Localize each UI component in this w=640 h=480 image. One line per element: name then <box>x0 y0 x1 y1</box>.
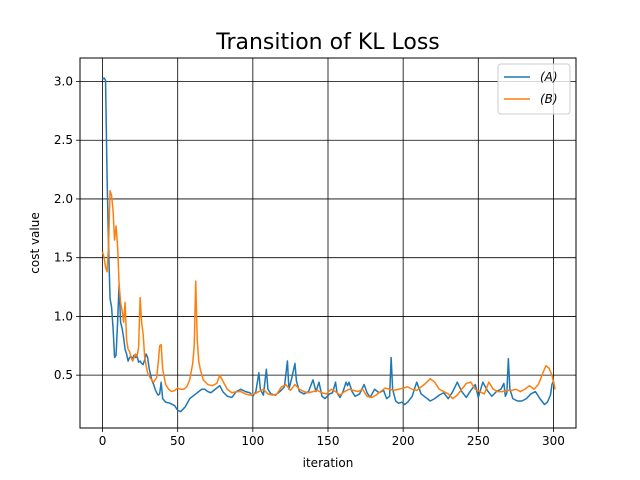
x-tick-label: 0 <box>99 434 107 448</box>
x-tick-label: 50 <box>170 434 185 448</box>
grid <box>80 58 576 428</box>
x-axis-label: iteration <box>303 456 354 470</box>
x-tick-label: 150 <box>317 434 340 448</box>
x-tick-label: 300 <box>542 434 565 448</box>
x-tick-label: 100 <box>241 434 264 448</box>
y-tick-label: 3.0 <box>54 74 73 88</box>
y-tick-label: 2.0 <box>54 192 73 206</box>
y-tick-label: 1.0 <box>54 309 73 323</box>
series-line-b <box>101 189 556 400</box>
legend-label-b: (B) <box>540 92 558 106</box>
x-tick-label: 250 <box>467 434 490 448</box>
legend-box <box>497 63 571 115</box>
series-line-a <box>102 77 556 413</box>
legend: (A) (B) <box>497 63 571 115</box>
y-tick-label: 2.5 <box>54 133 73 147</box>
legend-label-a: (A) <box>540 70 558 84</box>
y-axis-label: cost value <box>28 212 42 274</box>
x-tick-label: 200 <box>392 434 415 448</box>
y-tick-label: 1.5 <box>54 251 73 265</box>
ticks: 0 50 100 150 200 250 300 0.5 1.0 1.5 2.0 2.5 3.0 <box>54 74 565 448</box>
chart-title: Transition of KL Loss <box>215 30 440 55</box>
y-tick-label: 0.5 <box>54 368 73 382</box>
series-layer <box>101 77 556 413</box>
